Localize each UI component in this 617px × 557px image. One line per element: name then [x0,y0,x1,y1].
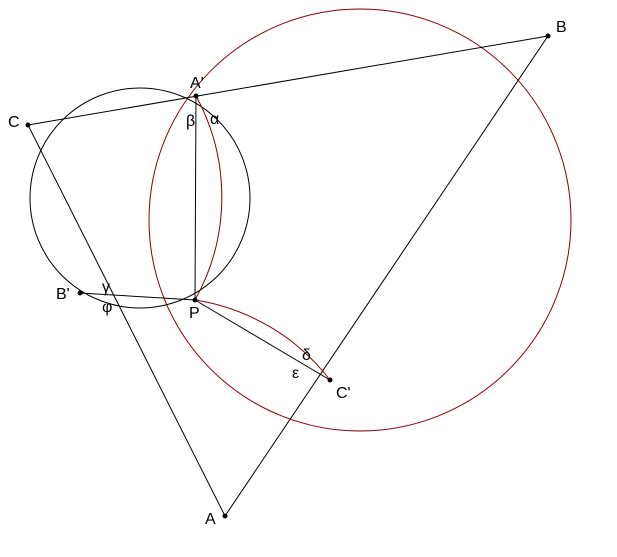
geometry-diagram: A B C A' B' C' Pαβ γφ δε [0,0,617,557]
label-Aprime: A' [190,75,204,92]
angle-label-3: φ [102,299,112,316]
point-Aprime [194,94,199,99]
label-C: C [8,114,20,131]
angle-label-0: α [210,111,219,128]
label-B: B [556,19,567,36]
point-C [26,123,31,128]
point-Bprime [78,291,83,296]
point-Cprime [328,378,333,383]
angle-label-1: β [186,113,195,130]
label-Cprime: C' [336,385,351,402]
point-B [546,34,551,39]
label-A: A [205,511,216,528]
label-Bprime: B' [56,286,70,303]
angle-label-2: γ [102,279,110,296]
point-A [223,514,228,519]
angle-label-4: δ [302,347,311,364]
label-P: P [189,305,200,322]
angle-label-5: ε [292,365,299,382]
point-P [193,298,198,303]
